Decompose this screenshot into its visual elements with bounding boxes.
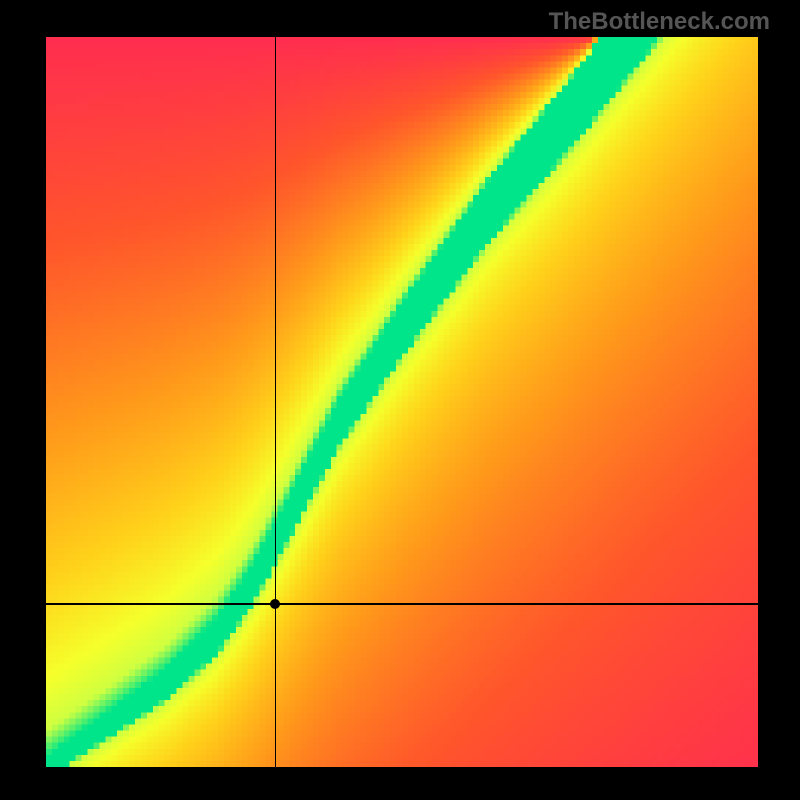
crosshair-vertical xyxy=(275,37,277,767)
watermark-text: TheBottleneck.com xyxy=(549,8,770,36)
chart-container: TheBottleneck.com xyxy=(0,0,800,800)
crosshair-horizontal xyxy=(46,603,758,605)
bottleneck-heatmap xyxy=(46,37,758,767)
